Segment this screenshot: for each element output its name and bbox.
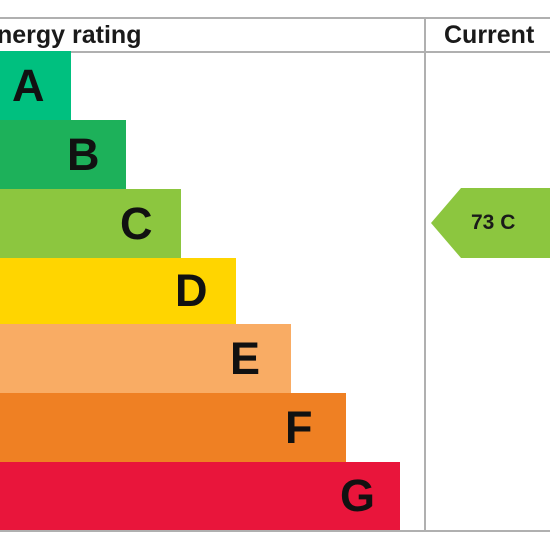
rating-band-b: B — [0, 120, 126, 189]
energy-rating-header: nergy rating — [0, 21, 142, 49]
rating-band-letter: G — [340, 470, 376, 521]
column-divider — [424, 17, 426, 532]
rating-band-letter: A — [12, 59, 45, 111]
rating-band-a: A — [0, 51, 71, 120]
header-divider — [0, 51, 550, 53]
rating-band-d: D — [0, 258, 236, 324]
rating-band-c: C — [0, 189, 181, 258]
rating-band-g: G — [0, 462, 400, 530]
current-header: Current — [444, 21, 535, 49]
arrow-shape — [431, 188, 550, 258]
rating-band-letter: D — [175, 265, 208, 316]
rating-band-letter: F — [285, 401, 313, 453]
current-rating-label: 73 C — [471, 211, 516, 234]
rating-band-f: F — [0, 393, 346, 462]
rating-band-e: E — [0, 324, 291, 393]
top-border — [0, 17, 550, 19]
current-rating-arrow: 73 C — [431, 188, 550, 258]
bottom-border — [0, 530, 550, 532]
rating-band-letter: C — [120, 197, 153, 249]
rating-band-letter: E — [230, 332, 261, 384]
rating-band-letter: B — [67, 128, 100, 180]
